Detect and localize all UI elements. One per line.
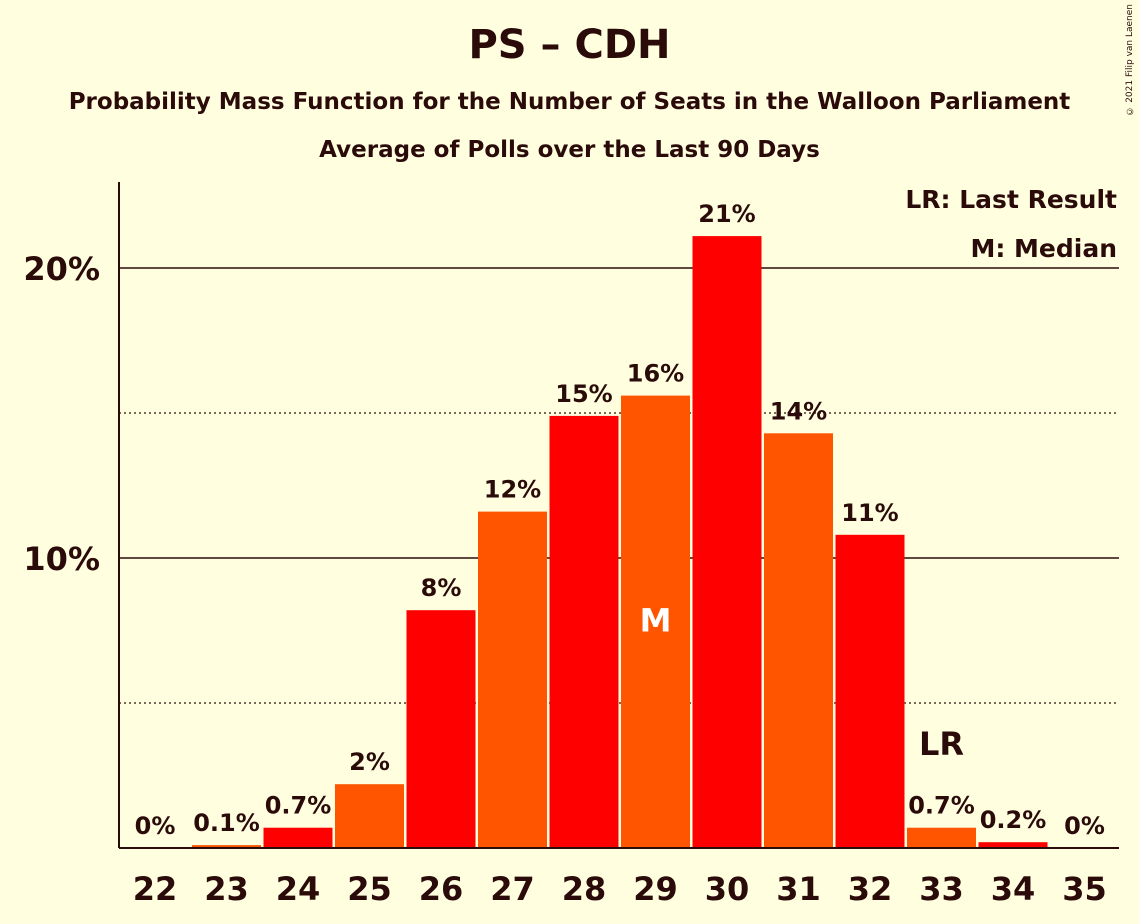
data-label: 11% bbox=[841, 499, 898, 527]
x-tick-label: 24 bbox=[276, 870, 321, 908]
x-tick-label: 27 bbox=[490, 870, 535, 908]
x-tick-label: 23 bbox=[204, 870, 249, 908]
x-tick-label: 32 bbox=[848, 870, 893, 908]
data-label: 0.2% bbox=[980, 806, 1047, 834]
data-label: 14% bbox=[770, 397, 827, 425]
chart-subtitle: Probability Mass Function for the Number… bbox=[68, 89, 1071, 115]
data-label: 0.7% bbox=[908, 792, 975, 820]
x-tick-label: 29 bbox=[633, 870, 678, 908]
data-label: 16% bbox=[627, 360, 684, 388]
data-label: 0.1% bbox=[193, 809, 260, 837]
median-marker: M bbox=[640, 602, 672, 640]
bar bbox=[764, 433, 833, 848]
bar bbox=[406, 610, 476, 848]
bar bbox=[907, 827, 976, 848]
data-label: 15% bbox=[555, 380, 612, 408]
bar bbox=[263, 827, 333, 848]
data-label: 12% bbox=[484, 476, 541, 504]
data-label: 8% bbox=[421, 574, 462, 602]
bar bbox=[621, 395, 690, 848]
chart-title: PS – CDH bbox=[468, 22, 671, 68]
x-tick-label: 31 bbox=[776, 870, 821, 908]
x-tick-label: 30 bbox=[705, 870, 750, 908]
legend-median: M: Median bbox=[970, 234, 1117, 263]
bar bbox=[335, 784, 404, 848]
x-tick-label: 28 bbox=[562, 870, 607, 908]
x-tick-label: 33 bbox=[919, 870, 964, 908]
data-label: 2% bbox=[349, 748, 390, 776]
x-tick-label: 26 bbox=[419, 870, 464, 908]
y-tick-label: 10% bbox=[23, 540, 100, 578]
data-label: 0.7% bbox=[265, 792, 332, 820]
data-label: 21% bbox=[698, 200, 755, 228]
bar bbox=[978, 842, 1048, 848]
bar bbox=[192, 845, 261, 848]
x-tick-label: 25 bbox=[347, 870, 392, 908]
data-label: 0% bbox=[135, 812, 176, 840]
x-tick-label: 35 bbox=[1062, 870, 1107, 908]
legend-last-result: LR: Last Result bbox=[905, 185, 1117, 214]
last-result-marker: LR bbox=[919, 725, 964, 763]
legend-background bbox=[964, 234, 1119, 263]
bar bbox=[835, 534, 905, 848]
x-tick-label: 34 bbox=[991, 870, 1036, 908]
data-label: 0% bbox=[1064, 812, 1105, 840]
legend-background bbox=[899, 185, 1120, 214]
bar bbox=[549, 415, 619, 848]
bar bbox=[478, 511, 547, 848]
chart-subtitle-2: Average of Polls over the Last 90 Days bbox=[319, 137, 820, 163]
x-tick-label: 22 bbox=[133, 870, 178, 908]
bar bbox=[692, 236, 762, 849]
y-tick-label: 20% bbox=[23, 250, 100, 288]
